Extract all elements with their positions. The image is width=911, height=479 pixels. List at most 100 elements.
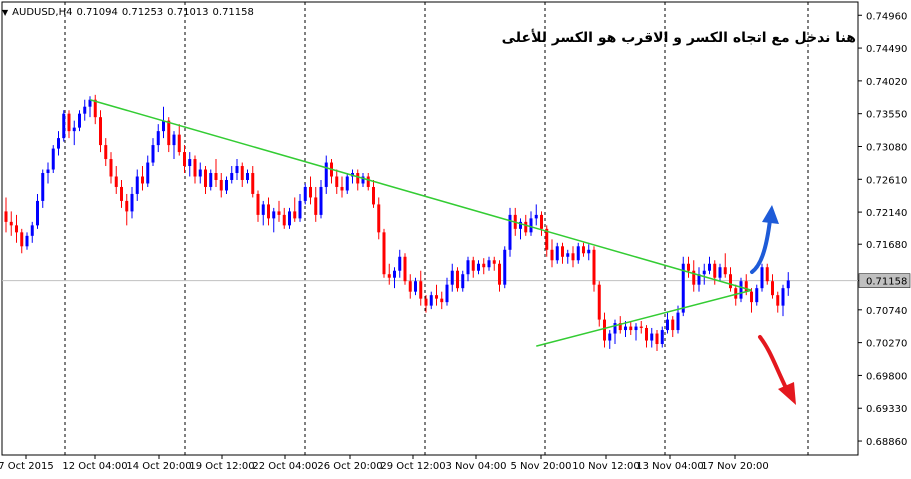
bull-candle xyxy=(760,267,764,289)
bear-candle xyxy=(435,295,438,299)
bear-candle xyxy=(550,249,554,261)
bear-candle xyxy=(99,117,102,146)
bear-candle xyxy=(639,326,643,328)
bear-candle xyxy=(120,186,123,201)
bull-candle xyxy=(151,145,155,163)
x-tick-label: 10 Nov 12:00 xyxy=(572,461,639,472)
bull-candle xyxy=(477,263,480,271)
bear-candle xyxy=(256,193,260,215)
bull-candle xyxy=(303,186,307,201)
bear-candle xyxy=(692,270,696,285)
bear-candle xyxy=(687,263,690,271)
bear-candle xyxy=(408,281,412,292)
bear-candle xyxy=(219,179,223,191)
bear-candle xyxy=(93,99,97,118)
bull-candle xyxy=(781,288,785,306)
bull-candle xyxy=(718,267,722,278)
chart-annotation: هنا ندخل مع اتجاه الكسر و الاقرب هو الكس… xyxy=(501,30,856,46)
bear-candle xyxy=(15,225,18,233)
bear-candle xyxy=(765,267,769,282)
bear-candle xyxy=(251,173,255,194)
bull-candle xyxy=(46,169,50,174)
x-tick-label: 17 Nov 20:00 xyxy=(701,461,768,472)
bull-candle xyxy=(30,225,34,236)
bull-candle xyxy=(755,288,759,303)
bull-candle xyxy=(445,284,449,303)
bull-candle xyxy=(650,333,654,341)
bear-candle xyxy=(482,263,486,268)
bull-candle xyxy=(261,204,265,215)
support-trendline xyxy=(536,289,752,347)
x-tick-label: 14 Oct 20:00 xyxy=(126,461,191,472)
bear-candle xyxy=(419,281,423,299)
symbol-label: AUDUSD,H4 xyxy=(12,7,73,18)
bull-candle xyxy=(135,176,139,194)
low-value: 0.71013 xyxy=(167,7,209,18)
bear-candle xyxy=(498,263,501,285)
up-arrow-head xyxy=(762,205,779,224)
bull-candle xyxy=(634,326,638,331)
bull-candle xyxy=(786,280,790,289)
plot-frame xyxy=(1,1,859,456)
bear-candle xyxy=(267,204,270,219)
bear-candle xyxy=(645,327,648,341)
bull-candle xyxy=(130,193,134,212)
bull-candle xyxy=(503,249,507,285)
bear-candle xyxy=(592,249,596,285)
bear-candle xyxy=(403,256,407,282)
bear-candle xyxy=(744,281,748,292)
bear-candle xyxy=(240,166,244,180)
y-tick-label: 0.74490 xyxy=(866,44,907,55)
bull-candle xyxy=(676,312,680,331)
bull-candle xyxy=(508,214,512,250)
bull-candle xyxy=(88,99,92,107)
bull-candle xyxy=(450,270,454,285)
bull-candle xyxy=(235,166,239,174)
bull-candle xyxy=(162,120,165,132)
bull-candle xyxy=(702,270,706,275)
symbol-dropdown-icon[interactable]: ▼ xyxy=(2,8,9,17)
bull-candle xyxy=(555,246,559,261)
bear-candle xyxy=(377,204,381,233)
x-tick-label: 22 Oct 04:00 xyxy=(252,461,317,472)
bear-candle xyxy=(382,232,386,275)
bear-candle xyxy=(424,298,428,306)
bull-candle xyxy=(708,263,711,271)
bear-candle xyxy=(277,211,281,215)
bear-candle xyxy=(366,176,370,187)
bull-candle xyxy=(246,173,249,180)
resistance-trendline xyxy=(89,98,752,291)
breakout-up-arrow xyxy=(750,218,772,274)
bull-candle xyxy=(608,333,612,341)
bull-candle xyxy=(198,169,202,177)
y-tick-label: 0.73550 xyxy=(866,110,907,121)
bull-candle xyxy=(83,106,87,114)
bear-candle xyxy=(340,186,344,191)
bear-candle xyxy=(204,169,207,187)
y-tick-label: 0.69800 xyxy=(866,371,907,382)
bear-candle xyxy=(492,260,496,264)
bull-candle xyxy=(57,138,60,149)
bear-candle xyxy=(524,221,528,233)
bear-candle xyxy=(141,176,144,184)
bear-candle xyxy=(20,232,24,247)
chart-header: ▼ AUDUSD,H4 0.71094 0.71253 0.71013 0.71… xyxy=(2,7,254,18)
bear-candle xyxy=(183,152,186,167)
bull-candle xyxy=(461,274,465,289)
bull-candle xyxy=(51,148,55,170)
bear-candle xyxy=(571,253,575,261)
bear-candle xyxy=(214,173,218,180)
bull-candle xyxy=(534,214,538,219)
bear-candle xyxy=(282,214,286,226)
bear-candle xyxy=(582,246,585,254)
bear-candle xyxy=(561,246,564,257)
bull-candle xyxy=(429,295,433,306)
x-tick-label: 5 Nov 20:00 xyxy=(510,461,571,472)
bull-candle xyxy=(62,113,66,139)
bear-candle xyxy=(603,319,606,341)
y-tick-label: 0.70740 xyxy=(866,306,907,317)
bear-candle xyxy=(618,323,622,331)
bear-candle xyxy=(309,186,312,198)
